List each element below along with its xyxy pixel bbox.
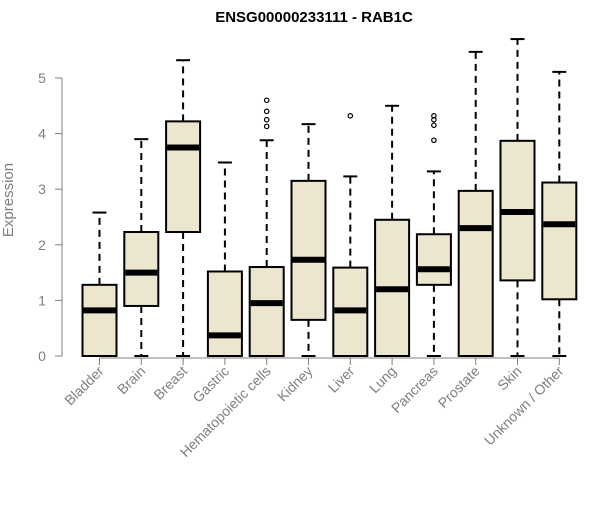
outlier-point	[431, 122, 437, 129]
outlier-point	[431, 137, 437, 144]
box-unknown-other	[541, 70, 578, 357]
x-tick-label: Prostate	[435, 363, 483, 411]
x-tick-label: Lung	[366, 363, 399, 396]
iqr-box	[81, 283, 118, 357]
iqr-box	[123, 231, 160, 307]
outlier-point	[263, 123, 270, 130]
x-tick-label: Bladder	[61, 363, 107, 409]
y-tick-label: 4	[38, 126, 46, 142]
x-tick-label: Skin	[494, 363, 525, 394]
box-breast	[165, 59, 202, 357]
box-prostate	[457, 50, 494, 357]
box-kidney	[290, 123, 327, 357]
iqr-box	[290, 179, 327, 321]
y-tick-label: 1	[38, 292, 46, 308]
chart-title: ENSG00000233111 - RAB1C	[215, 9, 413, 26]
box-pancreas	[415, 113, 452, 357]
x-tick-label: Kidney	[274, 363, 316, 405]
y-axis: 0 1 2 3 4 5	[38, 70, 63, 364]
outlier-point	[263, 108, 270, 115]
x-tick-label: Unknown / Other	[481, 363, 567, 449]
box-hematopoietic-cells	[248, 97, 285, 358]
iqr-box	[457, 189, 494, 357]
y-tick-label: 5	[38, 70, 46, 86]
box-bladder	[81, 211, 118, 357]
iqr-box	[248, 266, 285, 358]
x-tick-label: Liver	[325, 363, 358, 396]
outlier-point	[347, 113, 354, 119]
x-tick-label: Breast	[150, 363, 190, 403]
iqr-box	[165, 120, 202, 234]
outlier-point	[263, 97, 270, 104]
box-liver	[332, 113, 369, 358]
box-lung	[374, 104, 411, 357]
box-brain	[123, 138, 160, 357]
y-tick-label: 0	[38, 348, 46, 364]
y-axis-title: Expression	[0, 163, 17, 237]
iqr-box	[541, 181, 578, 301]
outlier-point	[263, 116, 270, 123]
box-gastric	[206, 161, 243, 358]
y-tick-label: 2	[38, 237, 46, 253]
box-skin	[499, 38, 536, 357]
x-tick-label: Brain	[114, 363, 148, 397]
outlier-point	[431, 113, 437, 119]
y-tick-label: 3	[38, 181, 46, 197]
iqr-box	[206, 270, 243, 358]
iqr-box	[415, 233, 452, 286]
boxes-group	[81, 38, 578, 358]
